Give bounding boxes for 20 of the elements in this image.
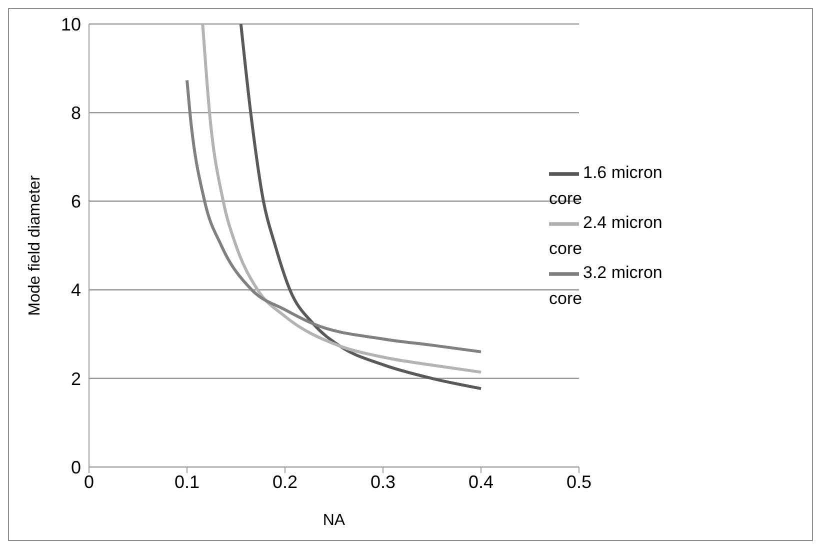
line-series <box>186 78 482 354</box>
legend-label: 2.4 micron core <box>549 213 662 258</box>
x-tick-label: 0.1 <box>174 472 200 492</box>
line-series <box>201 24 482 374</box>
x-tick-label: 0.5 <box>566 472 592 492</box>
x-tick-label: 0 <box>84 472 94 492</box>
x-tick-label: 0.4 <box>468 472 494 492</box>
legend-label: 3.2 micron core <box>549 263 662 308</box>
y-tick-label: 4 <box>70 280 81 300</box>
x-tick-label: 0.2 <box>272 472 298 492</box>
y-tick-label: 0 <box>70 457 81 478</box>
y-tick-label: 2 <box>70 368 81 389</box>
y-tick-label: 8 <box>70 102 81 123</box>
x-axis-title: NA <box>322 512 346 529</box>
y-axis-title: Mode field diameter <box>26 174 44 316</box>
y-tick-label: 6 <box>70 192 81 212</box>
legend-label: 1.6 micron core <box>549 163 662 208</box>
line-series <box>239 24 482 390</box>
x-tick-label: 0.3 <box>370 472 396 492</box>
y-tick-label: 10 <box>60 14 81 34</box>
